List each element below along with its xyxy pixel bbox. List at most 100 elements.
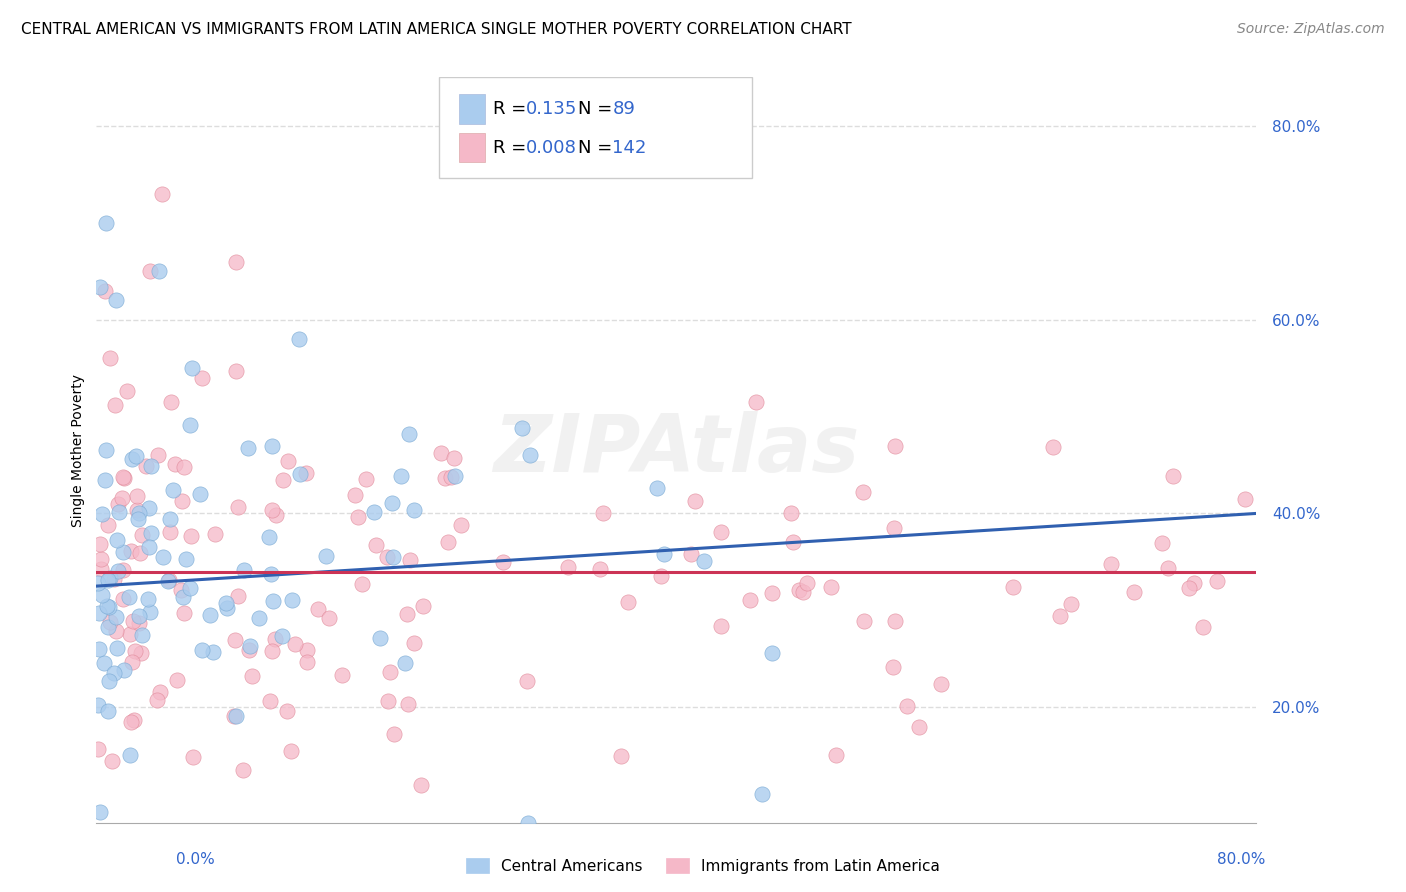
- Point: [89, 280, 111, 294]
- Point: [121, 451, 143, 466]
- Point: [276, 454, 298, 468]
- Point: [129, 647, 152, 661]
- Point: [1060, 597, 1083, 611]
- Text: N =: N =: [578, 138, 617, 157]
- Point: [112, 663, 135, 677]
- Point: [444, 469, 467, 483]
- Point: [120, 715, 142, 730]
- Point: [1049, 608, 1071, 623]
- Text: R =: R =: [494, 138, 531, 157]
- Point: [1123, 585, 1146, 599]
- Point: [125, 489, 148, 503]
- Point: [181, 749, 204, 764]
- Point: [103, 572, 125, 586]
- Text: ZIPAtlas: ZIPAtlas: [494, 411, 859, 490]
- Point: [883, 521, 905, 535]
- Point: [262, 643, 284, 657]
- Point: [228, 500, 250, 514]
- Point: [240, 669, 263, 683]
- Point: [295, 643, 318, 657]
- Point: [97, 573, 120, 587]
- Point: [443, 450, 465, 465]
- Point: [450, 518, 472, 533]
- Point: [236, 442, 259, 456]
- Point: [110, 491, 132, 505]
- Text: CENTRAL AMERICAN VS IMMIGRANTS FROM LATIN AMERICA SINGLE MOTHER POVERTY CORRELAT: CENTRAL AMERICAN VS IMMIGRANTS FROM LATI…: [21, 22, 852, 37]
- Point: [307, 602, 329, 616]
- Point: [761, 585, 783, 599]
- Point: [128, 615, 150, 630]
- Point: [262, 439, 284, 453]
- Point: [173, 459, 195, 474]
- Point: [98, 673, 121, 688]
- Point: [276, 704, 298, 718]
- Point: [86, 698, 108, 712]
- Point: [160, 395, 183, 409]
- Point: [127, 512, 149, 526]
- Point: [87, 641, 110, 656]
- Text: 0.008: 0.008: [526, 138, 576, 157]
- Point: [852, 485, 875, 500]
- Point: [162, 483, 184, 498]
- Text: 0.0%: 0.0%: [176, 852, 215, 867]
- Point: [122, 615, 145, 629]
- Point: [318, 610, 340, 624]
- Point: [111, 563, 134, 577]
- Point: [288, 467, 311, 481]
- Point: [204, 527, 226, 541]
- Point: [97, 518, 120, 533]
- Point: [882, 660, 904, 674]
- Point: [1099, 558, 1122, 572]
- Point: [381, 549, 404, 564]
- Point: [270, 629, 292, 643]
- Text: 89: 89: [613, 100, 636, 118]
- Point: [375, 549, 398, 564]
- FancyBboxPatch shape: [460, 94, 485, 124]
- Point: [201, 645, 224, 659]
- Point: [692, 554, 714, 568]
- Point: [492, 555, 515, 569]
- Point: [377, 694, 399, 708]
- Point: [820, 580, 842, 594]
- Point: [96, 599, 118, 613]
- Point: [131, 528, 153, 542]
- Point: [224, 633, 246, 648]
- Point: [148, 448, 170, 462]
- Point: [1150, 535, 1173, 549]
- Point: [180, 529, 202, 543]
- Point: [288, 332, 311, 346]
- Point: [557, 560, 579, 574]
- Point: [179, 581, 201, 595]
- Point: [825, 747, 848, 762]
- Point: [98, 615, 121, 629]
- Point: [128, 608, 150, 623]
- Point: [1191, 620, 1213, 634]
- Point: [87, 606, 110, 620]
- Point: [233, 563, 256, 577]
- Point: [1234, 491, 1257, 506]
- Point: [166, 673, 188, 688]
- Point: [516, 674, 538, 689]
- Point: [117, 384, 139, 399]
- Point: [159, 512, 181, 526]
- Point: [779, 506, 801, 520]
- Point: [787, 582, 810, 597]
- Point: [883, 439, 905, 453]
- Point: [610, 748, 633, 763]
- Point: [263, 632, 285, 646]
- Point: [120, 544, 142, 558]
- Point: [172, 590, 194, 604]
- Point: [740, 592, 762, 607]
- Point: [170, 493, 193, 508]
- Point: [138, 605, 160, 619]
- Point: [93, 656, 115, 670]
- Point: [381, 496, 404, 510]
- Point: [105, 610, 128, 624]
- Point: [616, 594, 638, 608]
- Text: 142: 142: [613, 138, 647, 157]
- Point: [440, 470, 463, 484]
- Point: [90, 552, 112, 566]
- Point: [1178, 581, 1201, 595]
- Point: [103, 666, 125, 681]
- Point: [228, 590, 250, 604]
